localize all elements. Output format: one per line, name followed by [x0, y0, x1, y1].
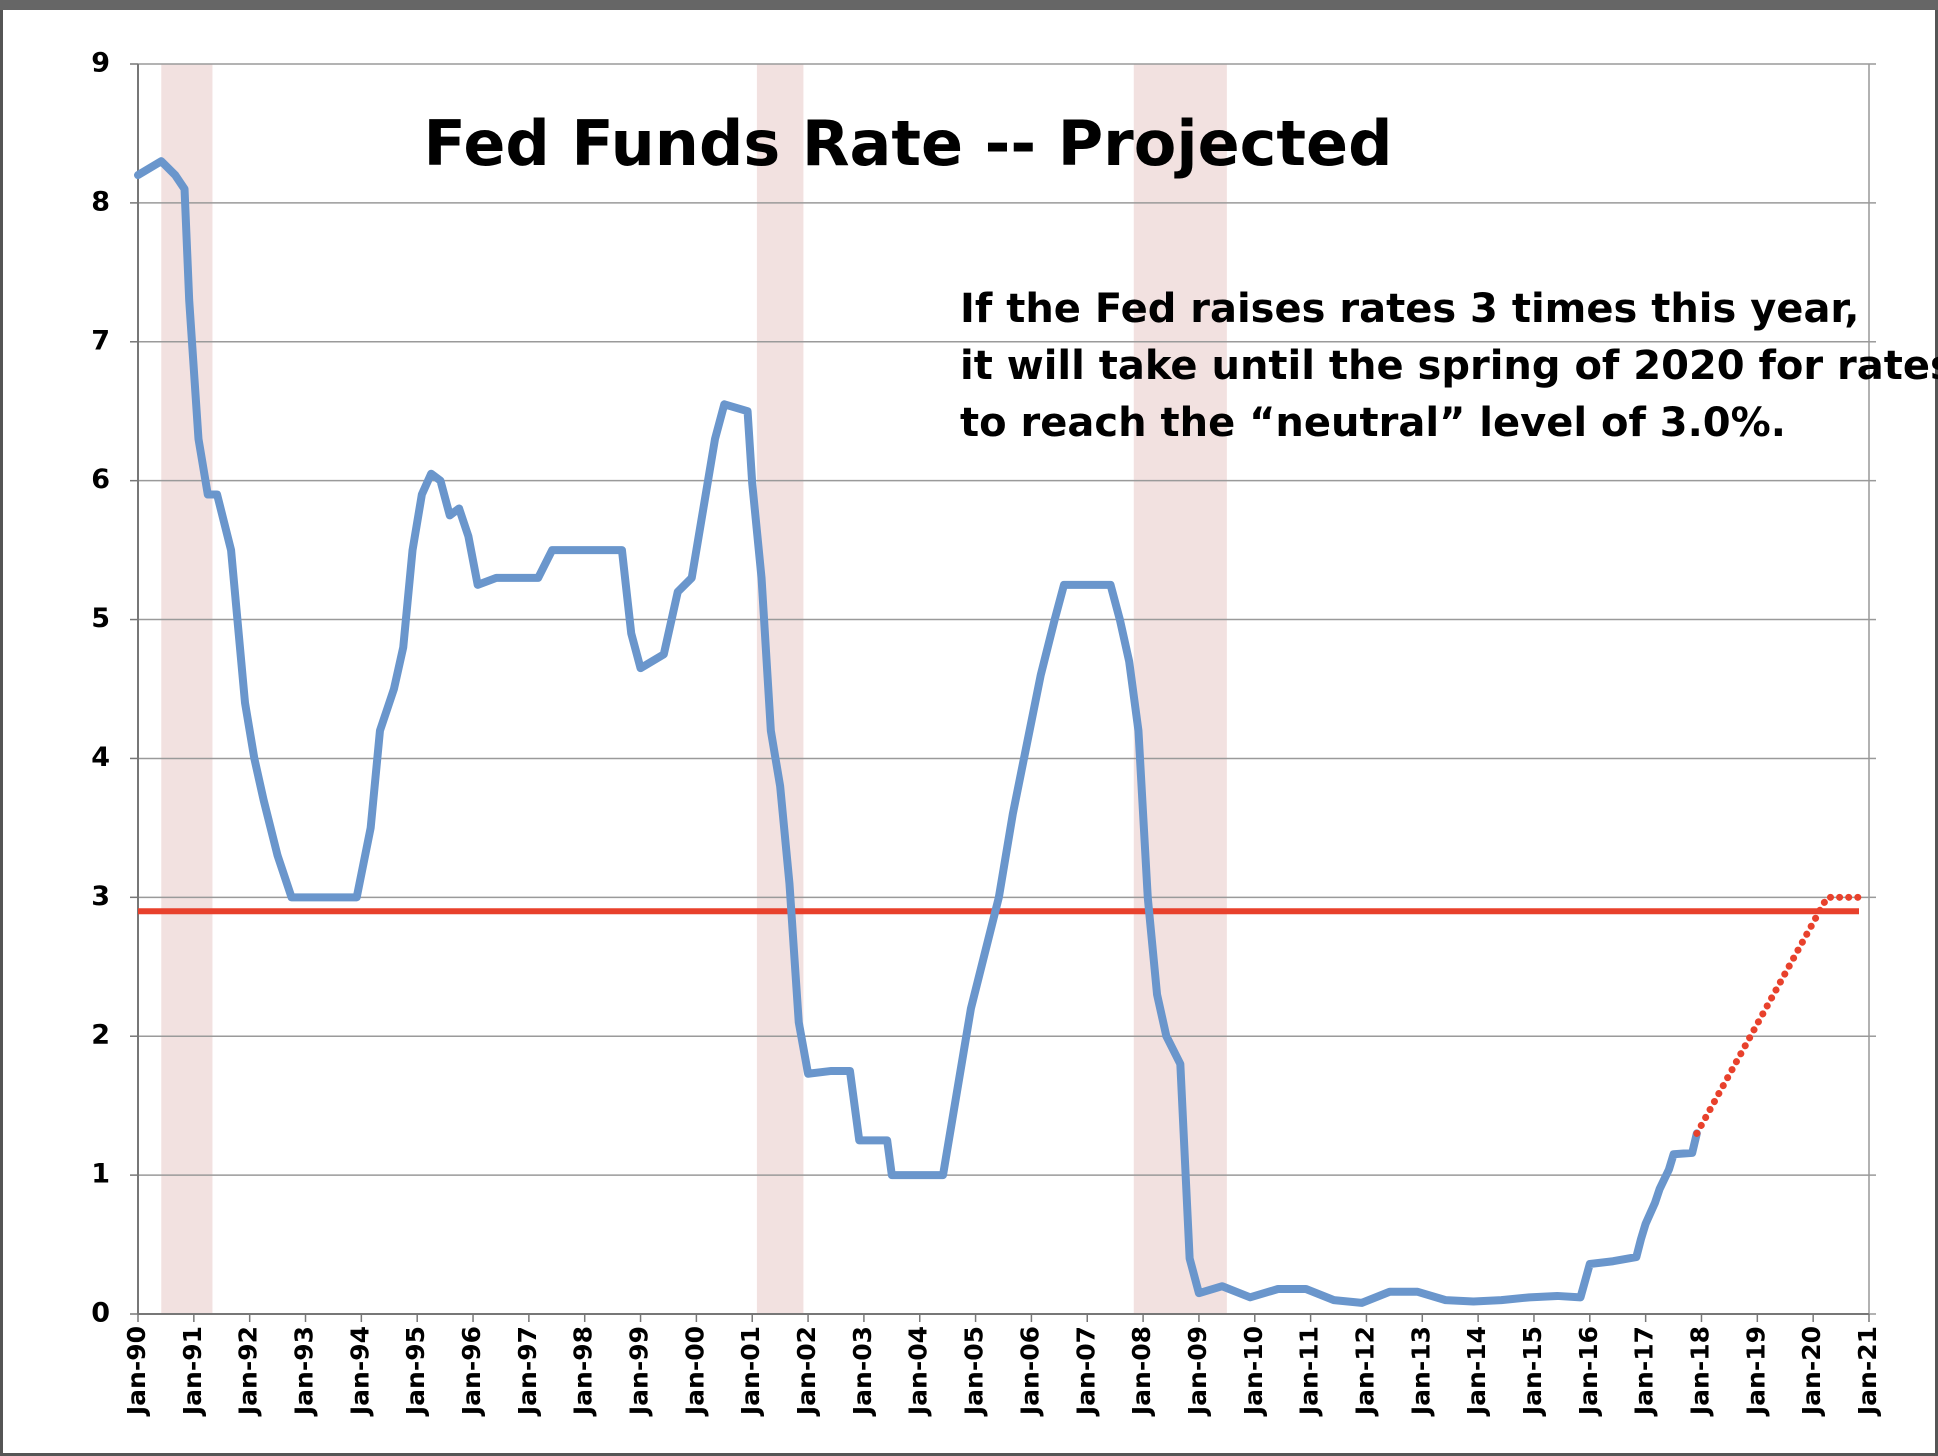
y-tick-label: 0: [91, 1298, 110, 1329]
x-tick-label: Jan-06: [1015, 1326, 1044, 1417]
x-tick-label: Jan-96: [457, 1326, 486, 1417]
x-tick-label: Jan-14: [1462, 1326, 1491, 1417]
x-tick-label: Jan-21: [1853, 1326, 1882, 1417]
y-tick-label: 2: [91, 1020, 110, 1051]
x-tick-label: Jan-16: [1574, 1326, 1603, 1417]
x-tick-label: Jan-08: [1127, 1326, 1156, 1417]
x-tick-label: Jan-19: [1741, 1326, 1770, 1417]
x-tick-label: Jan-02: [792, 1326, 821, 1417]
x-tick-label: Jan-11: [1295, 1326, 1324, 1417]
x-tick-label: Jan-05: [960, 1326, 989, 1417]
y-tick-label: 3: [91, 881, 110, 912]
chart-title: Fed Funds Rate -- Projected: [424, 107, 1393, 180]
y-tick-label: 5: [91, 603, 110, 634]
x-tick-label: Jan-01: [736, 1326, 765, 1417]
x-tick-label: Jan-00: [680, 1326, 709, 1417]
annotation: it will take until the spring of 2020 fo…: [960, 343, 1938, 389]
plot-area: 0 1 2 3 4 5 6 7 8 9 Jan-90 Jan-91 Jan-92 Jan-93 Jan-94…: [91, 48, 1882, 1418]
y-tick-label: 1: [91, 1159, 110, 1190]
x-tick-label: Jan-17: [1630, 1326, 1659, 1417]
x-tick-label: Jan-07: [1071, 1326, 1100, 1417]
x-tick-label: Jan-97: [513, 1326, 542, 1417]
x-tick-label: Jan-93: [290, 1326, 319, 1417]
top-bar: [0, 0, 1938, 10]
x-tick-label: Jan-09: [1183, 1326, 1212, 1417]
data-line: [134, 157, 1701, 1307]
x-tick-label: Jan-92: [234, 1326, 263, 1417]
x-tick-label: Jan-94: [345, 1326, 374, 1417]
data-line: [1693, 893, 1868, 1137]
y-tick-label: 8: [91, 186, 110, 217]
y-tick-label: 7: [91, 325, 110, 356]
x-tick-label: Jan-20: [1797, 1326, 1826, 1417]
x-tick-label: Jan-13: [1406, 1326, 1435, 1417]
x-tick-label: Jan-98: [569, 1326, 598, 1417]
x-tick-label: Jan-99: [625, 1326, 654, 1417]
annotation: If the Fed raises rates 3 times this yea…: [960, 286, 1859, 332]
y-tick-label: 6: [91, 464, 110, 495]
x-tick-label: Jan-95: [401, 1326, 430, 1417]
x-tick-label: Jan-03: [848, 1326, 877, 1417]
x-tick-label: Jan-04: [904, 1326, 933, 1417]
y-tick-label: 9: [91, 48, 110, 79]
annotation: to reach the “neutral” level of 3.0%.: [960, 400, 1786, 446]
x-tick-label: Jan-90: [122, 1326, 151, 1417]
recession-band: [756, 64, 804, 1314]
x-tick-label: Jan-12: [1350, 1326, 1379, 1417]
y-tick-label: 4: [91, 742, 110, 773]
x-tick-label: Jan-15: [1518, 1326, 1547, 1417]
x-tick-label: Jan-18: [1685, 1326, 1714, 1417]
x-tick-label: Jan-91: [178, 1326, 207, 1417]
x-tick-label: Jan-10: [1239, 1326, 1268, 1417]
